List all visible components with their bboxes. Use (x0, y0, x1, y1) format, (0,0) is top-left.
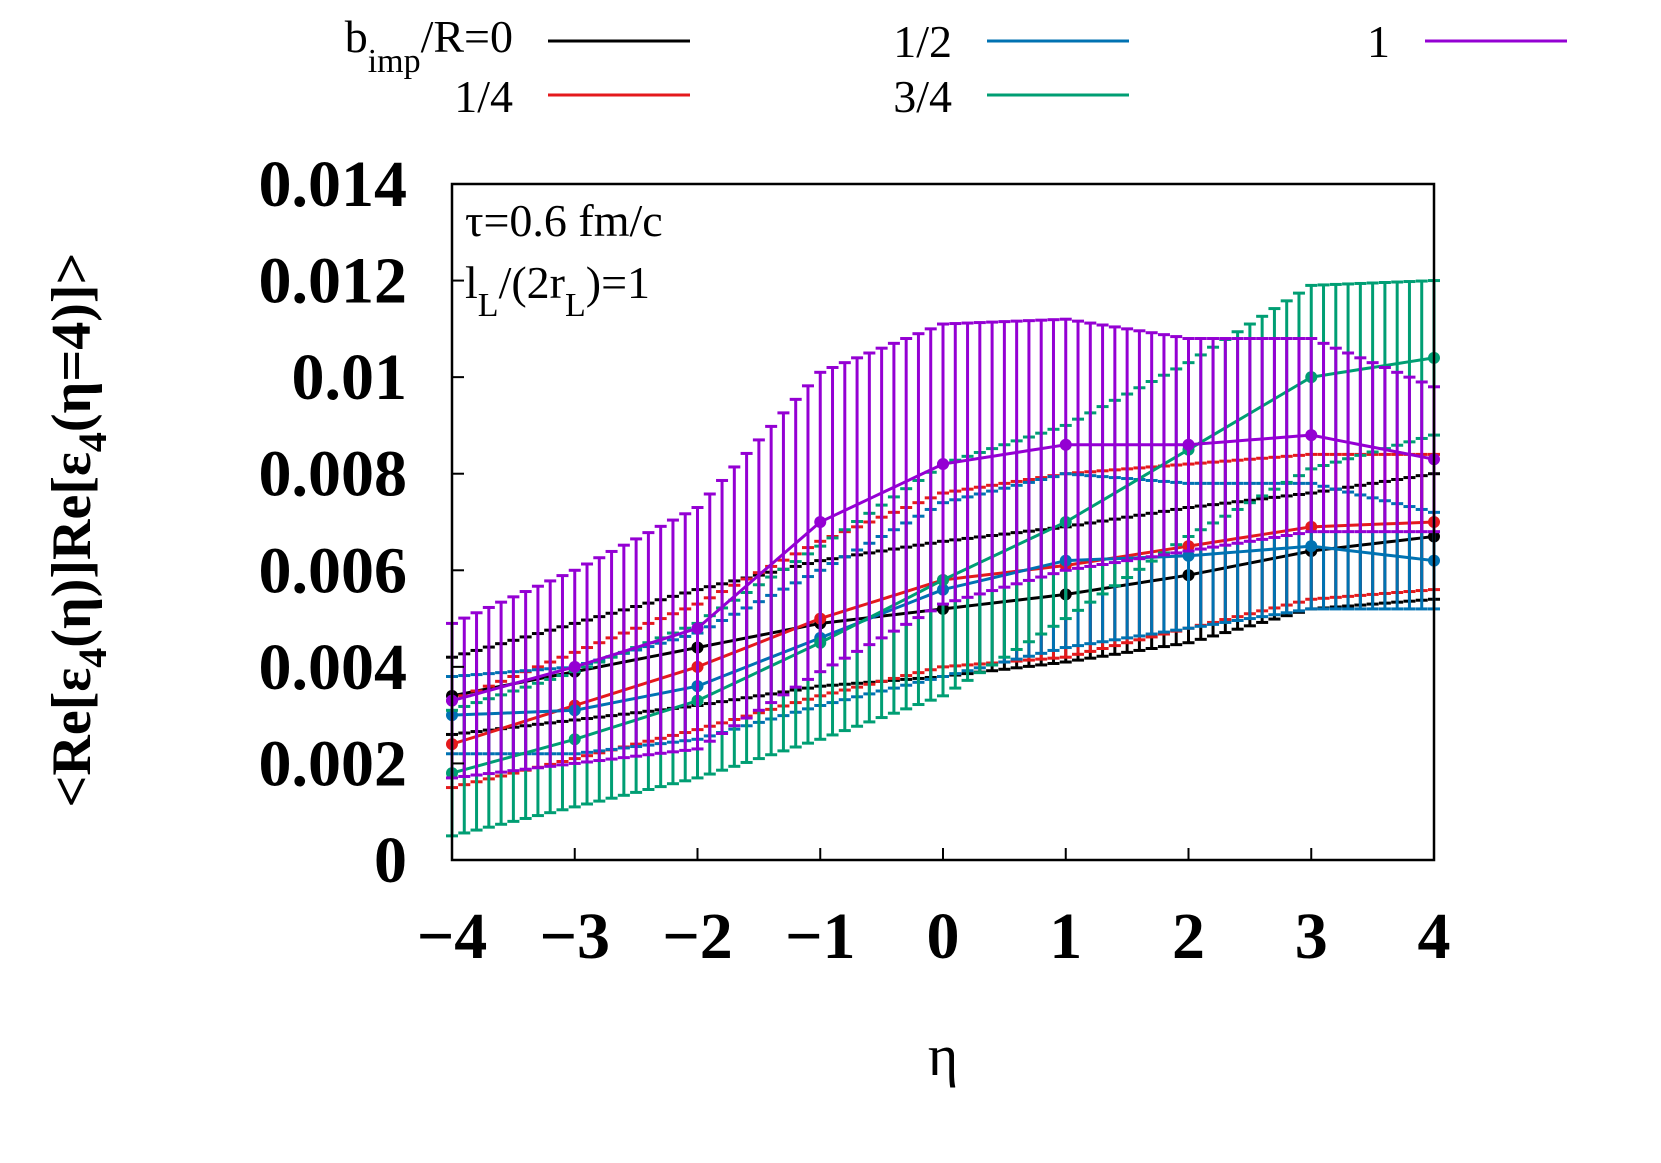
data-point (1305, 429, 1318, 442)
y-tick-label: 0.01 (292, 341, 408, 414)
data-point (1182, 438, 1195, 451)
data-point (568, 660, 581, 673)
annotation-ratio: lL/(2rL)=1 (465, 257, 650, 324)
series-4 (446, 317, 1440, 780)
x-tick-label: −1 (785, 900, 856, 973)
x-tick-label: −3 (539, 900, 610, 973)
annotation-tau: τ=0.6 fm/c (465, 195, 663, 246)
data-layer (446, 279, 1440, 838)
x-tick-label: 0 (927, 900, 960, 973)
x-tick-label: 3 (1295, 900, 1328, 973)
legend-label-4: 1 (1367, 16, 1390, 67)
x-tick-label: 4 (1418, 900, 1451, 973)
y-tick-label: 0.006 (259, 534, 408, 607)
data-point (1305, 540, 1318, 553)
legend-label-1: 1/4 (454, 71, 513, 122)
x-axis-label: η (928, 1023, 958, 1088)
y-tick-label: 0 (374, 824, 407, 897)
legend-label-0: bimp/R=0 (345, 11, 513, 80)
y-tick-label: 0.014 (259, 148, 408, 221)
data-point (937, 458, 949, 471)
y-tick-label: 0.008 (259, 438, 408, 511)
data-point (1059, 438, 1072, 451)
x-tick-label: −4 (417, 900, 488, 973)
data-point (691, 622, 704, 635)
x-tick-label: 2 (1172, 900, 1205, 973)
y-tick-label: 0.012 (259, 245, 408, 318)
data-point (814, 516, 827, 528)
y-tick-label: 0.002 (259, 727, 408, 800)
y-tick-label: 0.004 (259, 631, 408, 704)
legend: bimp/R=0 1/4 1/2 3/4 1 (345, 11, 1567, 122)
legend-label-3: 3/4 (893, 71, 952, 122)
y-axis-label: <Re[ε4(η)]Re[ε4(η=4)]> (41, 253, 115, 808)
ticks: −4 −3 −2 −1 0 1 2 3 4 0 0.002 0.004 0.006 0.008 0.01 0.… (259, 148, 1451, 973)
x-tick-label: −2 (662, 900, 733, 973)
x-tick-label: 1 (1049, 900, 1082, 973)
legend-label-2: 1/2 (893, 16, 952, 67)
data-point (1182, 549, 1195, 562)
